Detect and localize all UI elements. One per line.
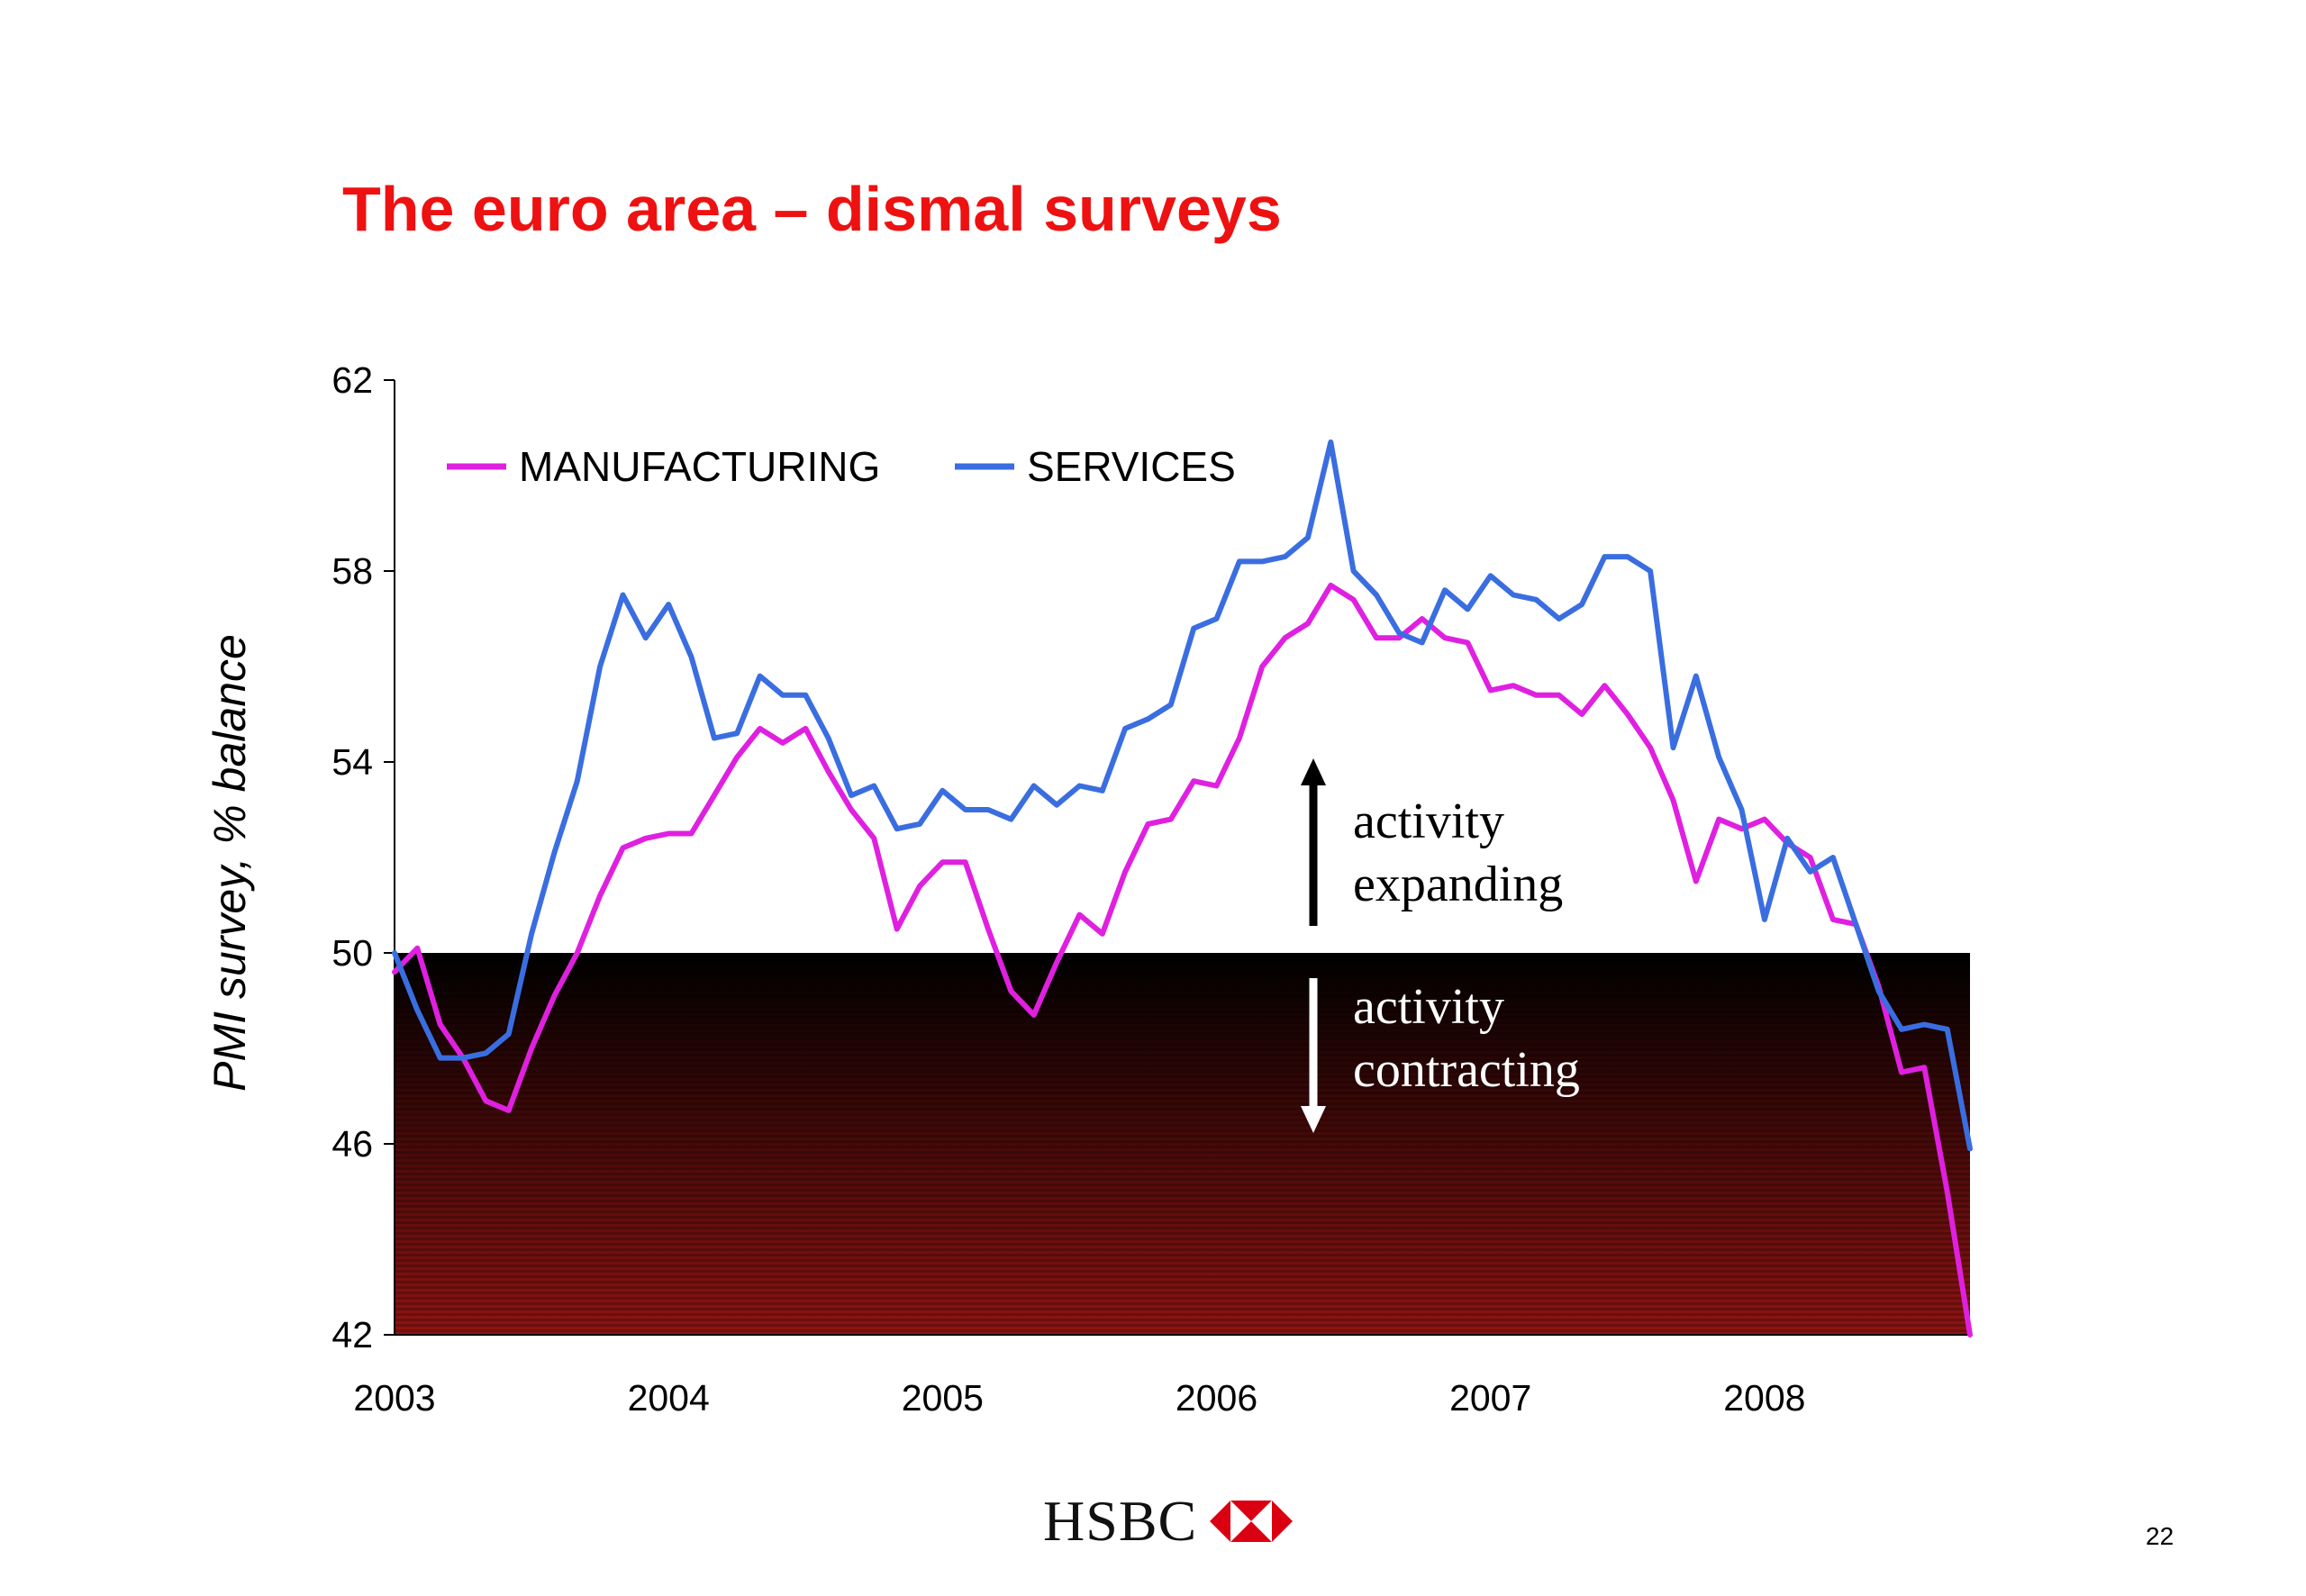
contraction-zone	[395, 953, 1970, 1335]
x-tick-label: 2007	[1449, 1377, 1531, 1419]
contraction-zone-stripes	[395, 953, 1970, 1335]
series-lines	[392, 439, 1973, 1338]
annotation-expanding: activity expanding	[1301, 758, 1563, 926]
arrow-down-head-icon	[1301, 1106, 1326, 1133]
series-line-manufacturing	[392, 582, 1973, 1338]
hsbc-hexagon-icon	[1210, 1501, 1294, 1542]
x-tick-label: 2005	[902, 1377, 984, 1419]
y-tick-label: 62	[331, 359, 373, 401]
slide-title: The euro area – dismal surveys	[342, 174, 1282, 244]
x-tick-label: 2008	[1723, 1377, 1805, 1419]
annotation-expanding-line2: expanding	[1353, 857, 1563, 912]
x-tick-label: 2006	[1176, 1377, 1257, 1419]
x-tick-label: 2003	[353, 1377, 435, 1419]
y-tick-label: 58	[331, 550, 373, 592]
y-tick-label: 42	[331, 1314, 373, 1356]
annotation-expanding-line1: activity	[1353, 793, 1504, 849]
axes: 42 46 50 54 58 62 2003 2004 2005 2006 2007 2008	[331, 359, 1970, 1419]
annotation-contracting-line1: activity	[1353, 979, 1504, 1035]
y-axis-label: PMI survey, % balance	[204, 634, 255, 1092]
y-tick-label: 46	[331, 1123, 373, 1165]
arrow-up-head-icon	[1301, 758, 1326, 785]
x-tick-label: 2004	[628, 1377, 710, 1419]
legend-label-services: SERVICES	[1027, 443, 1236, 490]
annotation-contracting: activity contracting	[1301, 978, 1580, 1133]
y-tick-label: 50	[331, 932, 373, 974]
legend-label-manufacturing: MANUFACTURING	[519, 443, 880, 490]
annotation-contracting-line2: contracting	[1353, 1042, 1580, 1098]
y-tick-label: 54	[331, 741, 373, 783]
legend: MANUFACTURING SERVICES	[447, 443, 1236, 490]
hsbc-logo-text: HSBC	[1043, 1489, 1198, 1553]
footer-logo: HSBC	[1043, 1488, 1294, 1555]
page-number: 22	[2146, 1522, 2174, 1550]
series-line-services	[392, 439, 1973, 1152]
